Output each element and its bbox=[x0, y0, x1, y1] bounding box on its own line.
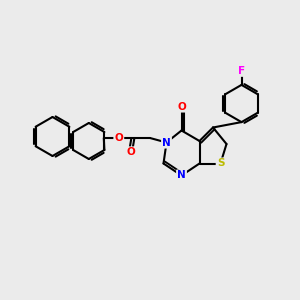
Text: N: N bbox=[162, 137, 171, 148]
Text: O: O bbox=[126, 147, 135, 158]
Text: O: O bbox=[177, 101, 186, 112]
Text: F: F bbox=[238, 66, 245, 76]
Text: N: N bbox=[177, 170, 186, 181]
Text: O: O bbox=[114, 133, 123, 143]
Text: S: S bbox=[217, 158, 224, 169]
